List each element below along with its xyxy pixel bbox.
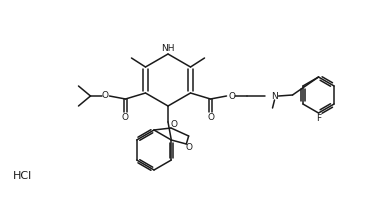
Text: NH: NH bbox=[161, 44, 175, 52]
Text: O: O bbox=[122, 112, 129, 122]
Text: O: O bbox=[171, 120, 178, 129]
Text: F: F bbox=[316, 113, 321, 123]
Text: O: O bbox=[186, 144, 193, 152]
Text: N: N bbox=[271, 91, 278, 101]
Text: O: O bbox=[207, 112, 214, 122]
Text: HCl: HCl bbox=[12, 171, 32, 181]
Text: O: O bbox=[228, 91, 235, 101]
Text: O: O bbox=[102, 90, 109, 100]
